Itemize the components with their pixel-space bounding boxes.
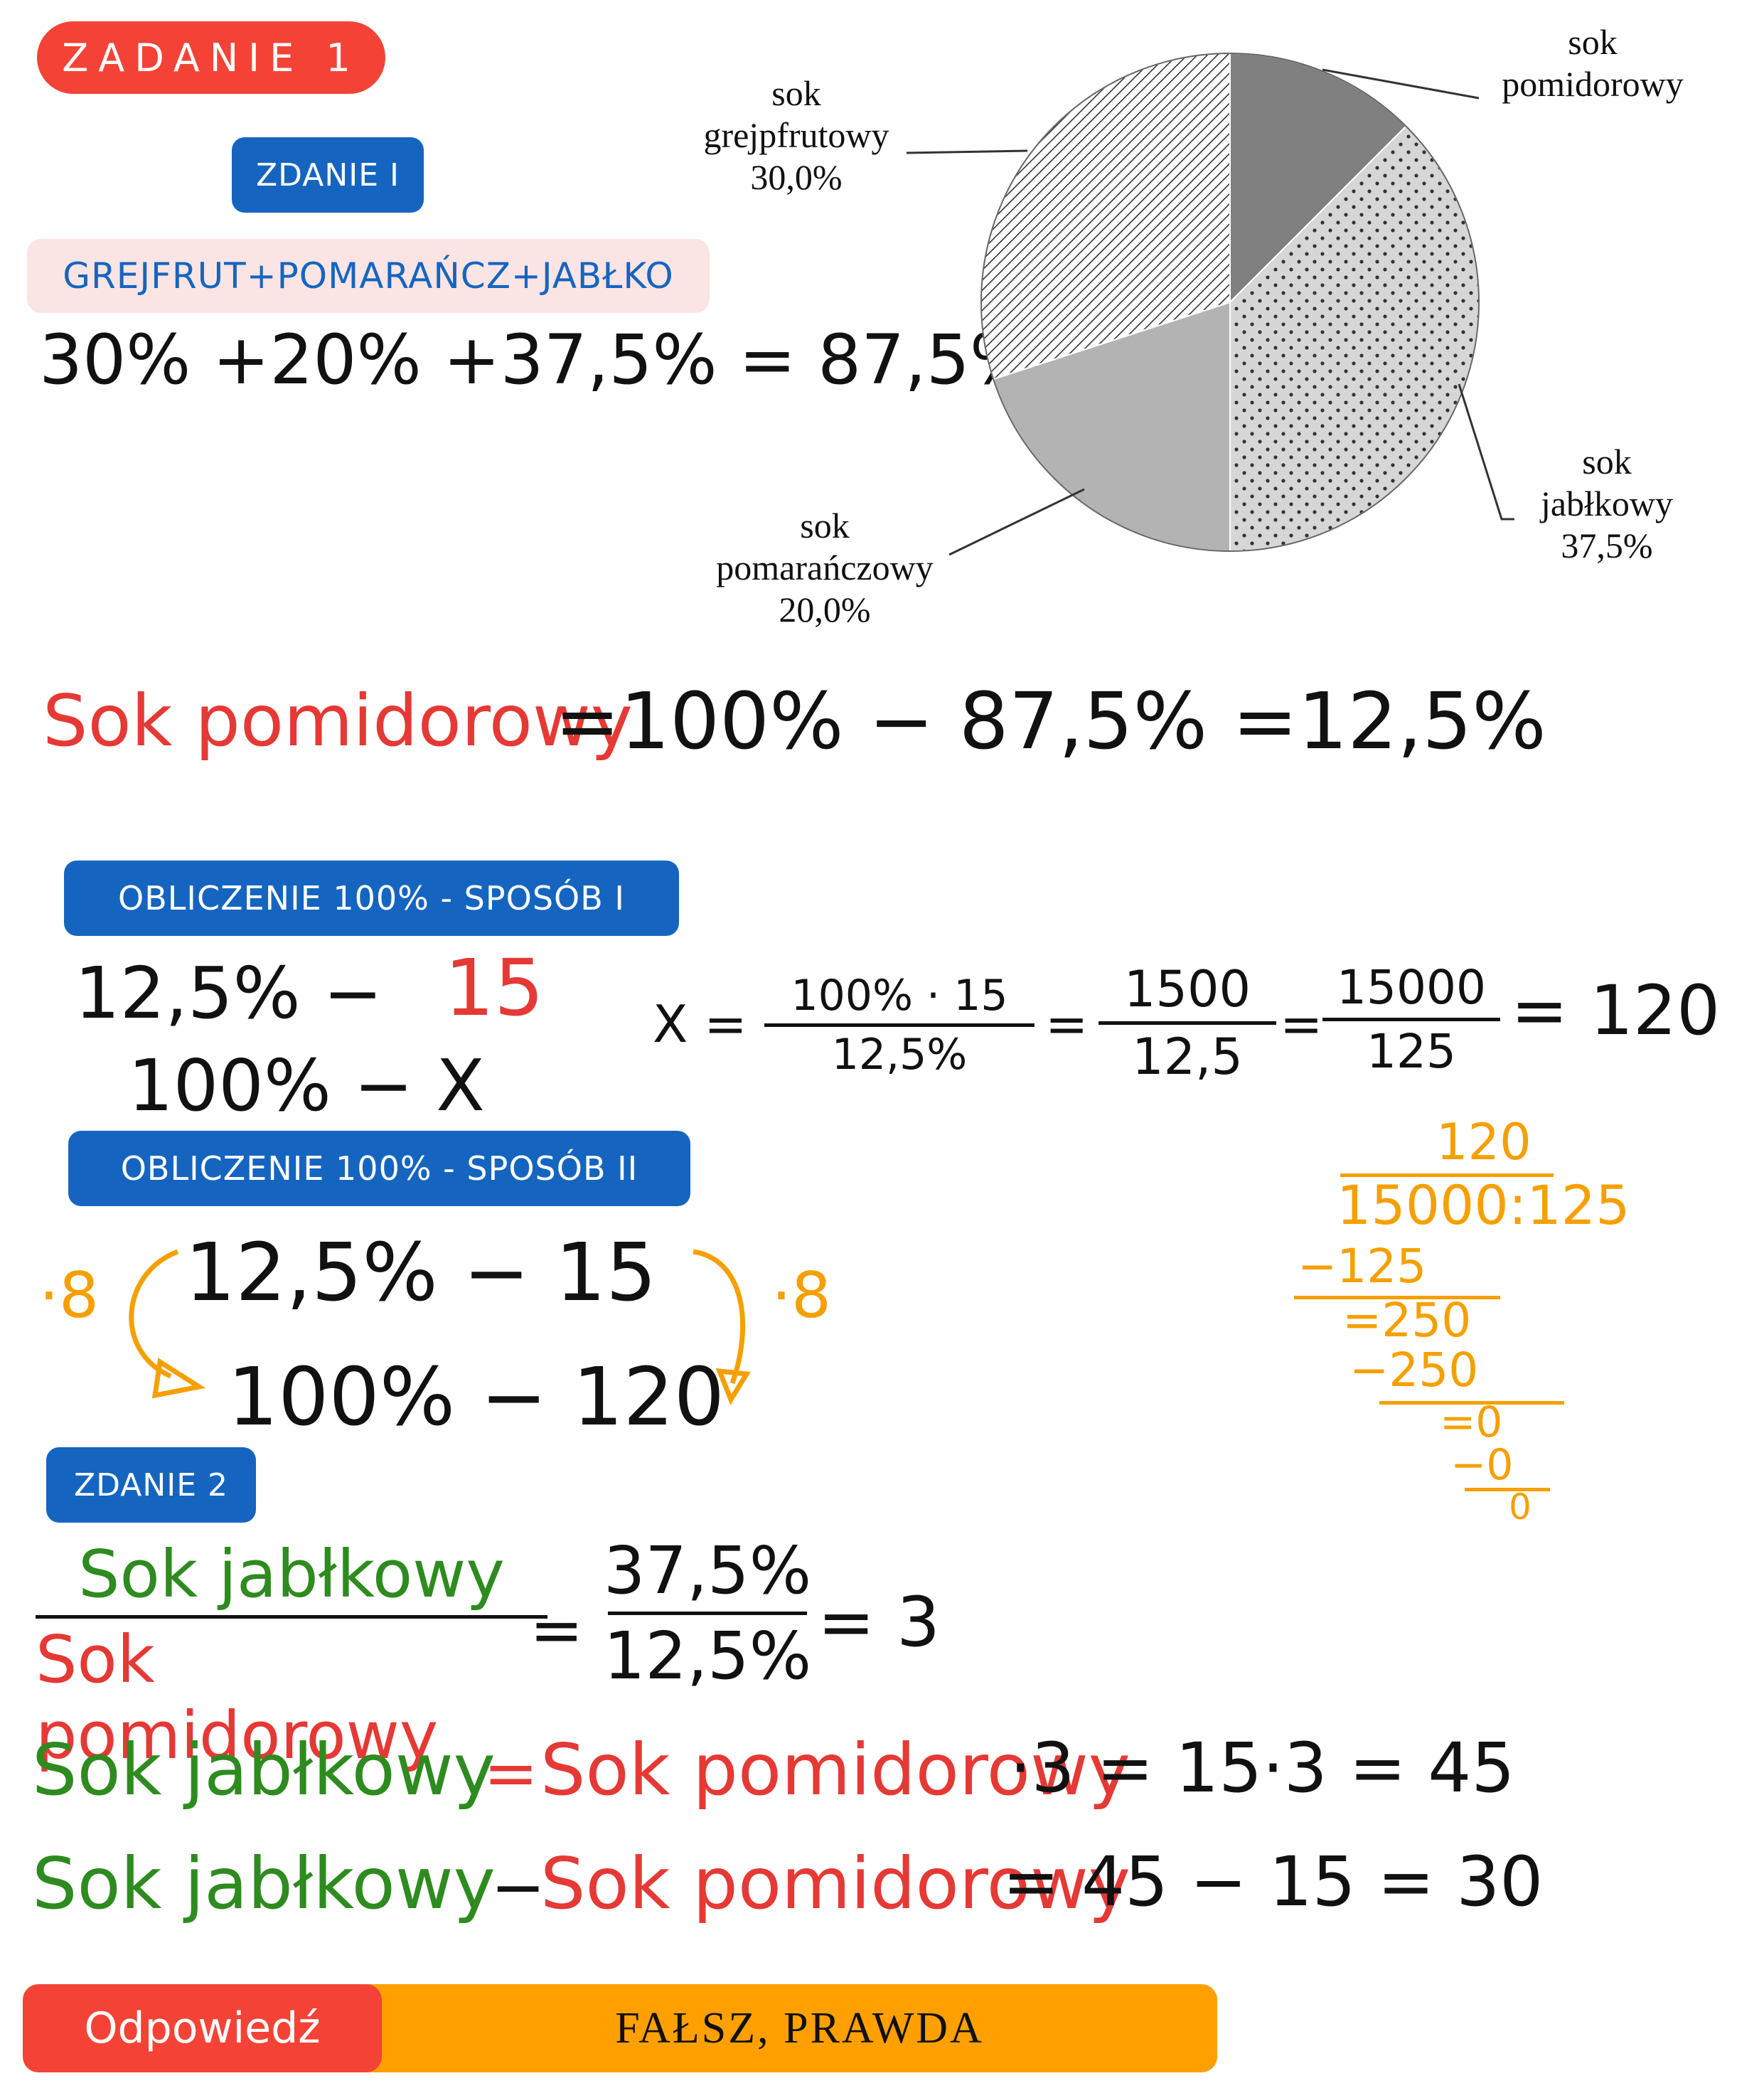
sum-equation: 30% +20% +37,5% = 87,5% xyxy=(39,320,1035,400)
pie-chart xyxy=(980,52,1480,553)
div-s1: −125 xyxy=(1298,1239,1427,1294)
m2-mult-left: ·8 xyxy=(39,1259,99,1332)
pomidor-lhs: Sok pomidorowy xyxy=(43,679,633,762)
div-bar1 xyxy=(1294,1296,1500,1299)
statement1-label: ZDANIE I xyxy=(232,137,424,213)
div-bar2 xyxy=(1379,1401,1564,1405)
s2-line2-green: Sok jabłkowy xyxy=(32,1728,496,1811)
m1-row1-left: 12,5% − xyxy=(75,952,383,1035)
s2-line2-eq: = xyxy=(483,1735,539,1811)
method2-label: OBLICZENIE 100% - SPOSÓB II xyxy=(68,1131,690,1206)
s2-line3-minus: − xyxy=(491,1849,546,1925)
div-bar-top xyxy=(1340,1173,1554,1177)
m2-arrows xyxy=(129,1249,751,1405)
label-jablko: sok jabłkowy 37,5% xyxy=(1540,442,1674,565)
m2-mult-right: ·8 xyxy=(771,1259,831,1332)
s2-line3-green: Sok jabłkowy xyxy=(32,1842,496,1925)
label-grejpfrut: sok grejpfrutowy 30,0% xyxy=(703,73,889,197)
pomidor-rhs: =100% − 87,5% =12,5% xyxy=(555,676,1546,767)
method1-label: OBLICZENIE 100% - SPOSÓB I xyxy=(64,861,679,936)
m1-row1-right: 15 xyxy=(444,942,544,1033)
answer-bar: Odpowiedź FAŁSZ, PRAWDA xyxy=(23,1984,1217,2072)
label-pomarancz: sok pomarańczowy 20,0% xyxy=(716,506,934,629)
task-title-text: ZADANIE 1 xyxy=(62,35,360,80)
s2-ratio-result: = 3 xyxy=(818,1582,941,1662)
m1-eq1: = xyxy=(1045,994,1089,1054)
m1-frac1: 100% · 15 12,5% xyxy=(764,971,1035,1080)
m1-result: = 120 xyxy=(1511,971,1721,1050)
task-title: ZADANIE 1 xyxy=(37,21,385,94)
s2-line2-red: Sok pomidorowy xyxy=(540,1728,1130,1811)
div-quotient: 120 xyxy=(1436,1113,1532,1171)
leader-lines xyxy=(906,68,1514,556)
m1-row2: 100% − X xyxy=(128,1044,485,1127)
s2-line2-rest: ·3 = 15·3 = 45 xyxy=(1010,1728,1515,1808)
sum-label-text: GREJFRUT+POMARAŃCZ+JABŁKO xyxy=(63,255,674,297)
s2-line3-red: Sok pomidorowy xyxy=(540,1842,1130,1925)
m1-eq2: = xyxy=(1280,994,1323,1054)
s2-pct-frac: 37,5% 12,5% xyxy=(603,1533,812,1694)
answer-value: FAŁSZ, PRAWDA xyxy=(615,2003,984,2052)
div-s2: −250 xyxy=(1349,1343,1479,1397)
m1-frac3: 15000 125 xyxy=(1322,960,1500,1079)
m2-row2: 100% − 120 xyxy=(228,1351,725,1444)
s2-line3-rest: = 45 − 15 = 30 xyxy=(1003,1842,1544,1922)
div-bar3 xyxy=(1465,1488,1550,1491)
s2-eq: = xyxy=(530,1593,584,1668)
m1-frac2: 1500 12,5 xyxy=(1099,960,1276,1086)
s2-ratio: Sok jabłkowy Sok pomidorowy xyxy=(36,1536,547,1774)
answer-label: Odpowiedź xyxy=(23,1984,382,2072)
statement2-label: ZDANIE 2 xyxy=(46,1447,256,1523)
div-r2: =0 xyxy=(1440,1397,1503,1447)
div-s3: −0 xyxy=(1450,1440,1514,1490)
div-r1: =250 xyxy=(1342,1293,1472,1348)
div-line: 15000:125 xyxy=(1337,1173,1630,1237)
m2-row1: 12,5% − 15 xyxy=(185,1227,657,1319)
m1-x-eq: X = xyxy=(653,994,747,1054)
label-pomidor: sok pomidorowy xyxy=(1502,22,1684,104)
div-r3: 0 xyxy=(1509,1486,1532,1528)
sum-label: GREJFRUT+POMARAŃCZ+JABŁKO xyxy=(27,239,710,313)
